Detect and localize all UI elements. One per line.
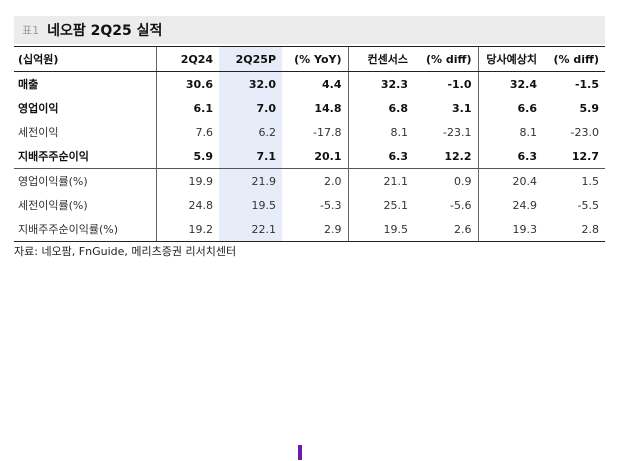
cell: 19.5 xyxy=(347,217,414,242)
cell: -1.5 xyxy=(574,77,599,91)
cell: 12.2 xyxy=(444,149,472,163)
cell: 25.1 xyxy=(347,193,414,217)
row-label: 세전이익률(%) xyxy=(18,199,88,212)
cell: -5.3 xyxy=(320,198,342,212)
row-label: 영업이익 xyxy=(18,102,59,115)
cell: 2.0 xyxy=(282,168,348,193)
earnings-table: (십억원) 2Q24 2Q25P (% YoY) 컨센서스 (% diff) 당… xyxy=(14,46,605,242)
cell: 24.9 xyxy=(477,193,543,217)
cell: 6.3 xyxy=(477,144,543,169)
header-estimate: 당사예상치 xyxy=(477,46,543,72)
text-cursor-marker xyxy=(298,445,302,460)
cell: 7.6 xyxy=(155,120,219,144)
table-row: 세전이익 7.6 6.2 -17.8 8.1 -23.1 8.1 -23.0 xyxy=(14,120,605,144)
cell: 6.8 xyxy=(347,96,414,120)
cell: 6.1 xyxy=(155,96,219,120)
cell: 5.9 xyxy=(155,144,219,169)
cell: 2.9 xyxy=(282,217,348,242)
cell: 19.5 xyxy=(219,193,282,217)
table-title-bar: 표1 네오팜 2Q25 실적 xyxy=(14,16,605,44)
cell: 0.9 xyxy=(414,168,478,193)
row-label: 지배주주순이익률(%) xyxy=(14,217,156,242)
header-consensus-diff: (% diff) xyxy=(414,46,478,72)
cell: 2.8 xyxy=(543,217,605,242)
cell: 12.7 xyxy=(571,149,599,163)
cell: 30.6 xyxy=(155,71,219,96)
cell: 2.6 xyxy=(414,217,478,242)
table-number: 표1 xyxy=(22,24,40,37)
cell: 5.9 xyxy=(579,101,600,115)
header-row: (십억원) 2Q24 2Q25P (% YoY) 컨센서스 (% diff) 당… xyxy=(14,46,605,72)
header-2q24: 2Q24 xyxy=(155,46,219,72)
cell: 7.0 xyxy=(219,96,282,120)
header-estimate-diff: (% diff) xyxy=(543,46,605,72)
cell: -5.5 xyxy=(577,198,599,212)
table-row: 지배주주순이익률(%) 19.2 22.1 2.9 19.5 2.6 19.3 … xyxy=(14,217,605,242)
header-unit: (십억원) xyxy=(14,46,156,72)
header-consensus: 컨센서스 xyxy=(347,46,414,72)
cell: 22.1 xyxy=(219,217,282,242)
table-row: 영업이익 6.1 7.0 14.8 6.8 3.1 6.6 5.9 xyxy=(14,96,605,120)
source-note: 자료: 네오팜, FnGuide, 메리츠증권 리서치센터 xyxy=(14,245,237,258)
cell: 6.6 xyxy=(477,96,543,120)
cell: 21.1 xyxy=(347,168,414,193)
cell: -17.8 xyxy=(313,125,342,139)
cell: 19.9 xyxy=(155,168,219,193)
cell: 19.3 xyxy=(477,217,543,242)
cell: 8.1 xyxy=(347,120,414,144)
cell: 14.8 xyxy=(314,101,342,115)
cell: -23.1 xyxy=(443,125,472,139)
cell: 24.8 xyxy=(155,193,219,217)
cell: 6.3 xyxy=(347,144,414,169)
cell: 6.2 xyxy=(219,120,282,144)
table-row: 세전이익률(%) 24.8 19.5 -5.3 25.1 -5.6 24.9 -… xyxy=(14,193,605,217)
cell: 32.4 xyxy=(477,71,543,96)
cell: 8.1 xyxy=(477,120,543,144)
row-label: 매출 xyxy=(18,78,39,91)
cell: 1.5 xyxy=(543,168,605,193)
cell: -5.6 xyxy=(450,198,472,212)
cell: 32.3 xyxy=(347,71,414,96)
header-yoy: (% YoY) xyxy=(282,46,348,72)
table-row: 영업이익률(%) 19.9 21.9 2.0 21.1 0.9 20.4 1.5 xyxy=(14,168,605,193)
row-label: 세전이익 xyxy=(18,126,59,139)
cell: 4.4 xyxy=(322,77,342,91)
cell: 21.9 xyxy=(219,168,282,193)
cell: 7.1 xyxy=(219,144,282,169)
cell: 20.1 xyxy=(314,149,342,163)
cell: 32.0 xyxy=(219,71,282,96)
row-label: 영업이익률(%) xyxy=(14,168,156,193)
cell: 19.2 xyxy=(155,217,219,242)
cell: -1.0 xyxy=(447,77,472,91)
cell: 20.4 xyxy=(477,168,543,193)
table-row: 지배주주순이익 5.9 7.1 20.1 6.3 12.2 6.3 12.7 xyxy=(14,144,605,169)
cell: -23.0 xyxy=(570,125,599,139)
header-2q25p: 2Q25P xyxy=(219,46,282,72)
row-label: 지배주주순이익 xyxy=(18,150,89,163)
table-title: 네오팜 2Q25 실적 xyxy=(47,23,163,39)
cell: 3.1 xyxy=(452,101,472,115)
table-row: 매출 30.6 32.0 4.4 32.3 -1.0 32.4 -1.5 xyxy=(14,71,605,96)
